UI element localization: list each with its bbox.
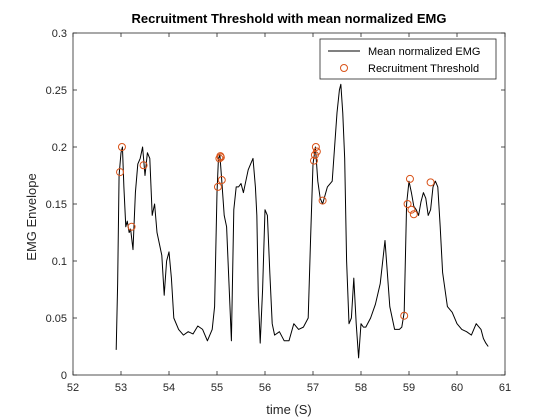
- legend-label-emg: Mean normalized EMG: [368, 46, 481, 58]
- recruitment-threshold-point: [405, 174, 414, 183]
- x-tick-label: 55: [211, 382, 223, 394]
- legend: Mean normalized EMG Recruitment Threshol…: [319, 38, 497, 80]
- y-tick-label: 0.05: [46, 313, 67, 325]
- x-tick-label: 57: [307, 382, 319, 394]
- recruitment-threshold-point: [213, 182, 222, 191]
- x-tick-label: 59: [403, 382, 415, 394]
- y-tick-label: 0.2: [52, 142, 67, 154]
- x-tick-label: 61: [499, 382, 511, 394]
- y-tick-label: 0.3: [52, 28, 67, 40]
- recruitment-threshold-point: [311, 143, 320, 151]
- y-tick-label: 0: [61, 370, 67, 382]
- axes-box: [72, 32, 506, 376]
- recruitment-threshold-point: [407, 205, 416, 214]
- x-tick-label: 56: [259, 382, 271, 394]
- recruitment-threshold-point: [117, 143, 126, 151]
- y-tick-label: 0.25: [46, 85, 67, 97]
- y-tick-label: 0.15: [46, 199, 67, 211]
- y-axis-label: EMG Envelope: [24, 173, 39, 260]
- y-tick-label: 0.1: [52, 256, 67, 268]
- x-tick-label: 53: [115, 382, 127, 394]
- plot-area: 52 53 54 55 56 57 58 59 60 61 0 0.05 0.1 0.15 0.2 0.25…: [46, 28, 512, 394]
- recruitment-threshold-point: [216, 153, 225, 162]
- y-axis: 0 0.05 0.1 0.15 0.2 0.25 0.3: [46, 28, 505, 382]
- recruitment-threshold-point: [139, 161, 148, 170]
- legend-marker-swatch: [340, 64, 348, 72]
- recruitment-threshold-point: [116, 168, 125, 177]
- chart-title: Recruitment Threshold with mean normaliz…: [132, 11, 447, 26]
- x-axis-label: time (S): [266, 402, 312, 417]
- recruitment-threshold-point: [127, 222, 136, 231]
- recruitment-threshold-point: [318, 196, 327, 205]
- legend-box: [319, 38, 497, 80]
- x-axis: 52 53 54 55 56 57 58 59 60 61: [67, 33, 511, 394]
- series-layer: [115, 83, 489, 359]
- x-tick-label: 58: [355, 382, 367, 394]
- recruitment-threshold-point: [400, 311, 409, 320]
- legend-label-threshold: Recruitment Threshold: [368, 63, 479, 75]
- recruitment-threshold-point: [217, 176, 226, 185]
- x-tick-label: 54: [163, 382, 175, 394]
- recruitment-threshold-point: [403, 200, 412, 208]
- recruitment-threshold-point: [409, 210, 418, 219]
- recruitment-threshold-point: [426, 178, 435, 187]
- x-tick-label: 52: [67, 382, 79, 394]
- x-tick-label: 60: [451, 382, 463, 394]
- recruitment-threshold-point: [309, 156, 318, 165]
- recruitment-threshold-point: [312, 147, 321, 156]
